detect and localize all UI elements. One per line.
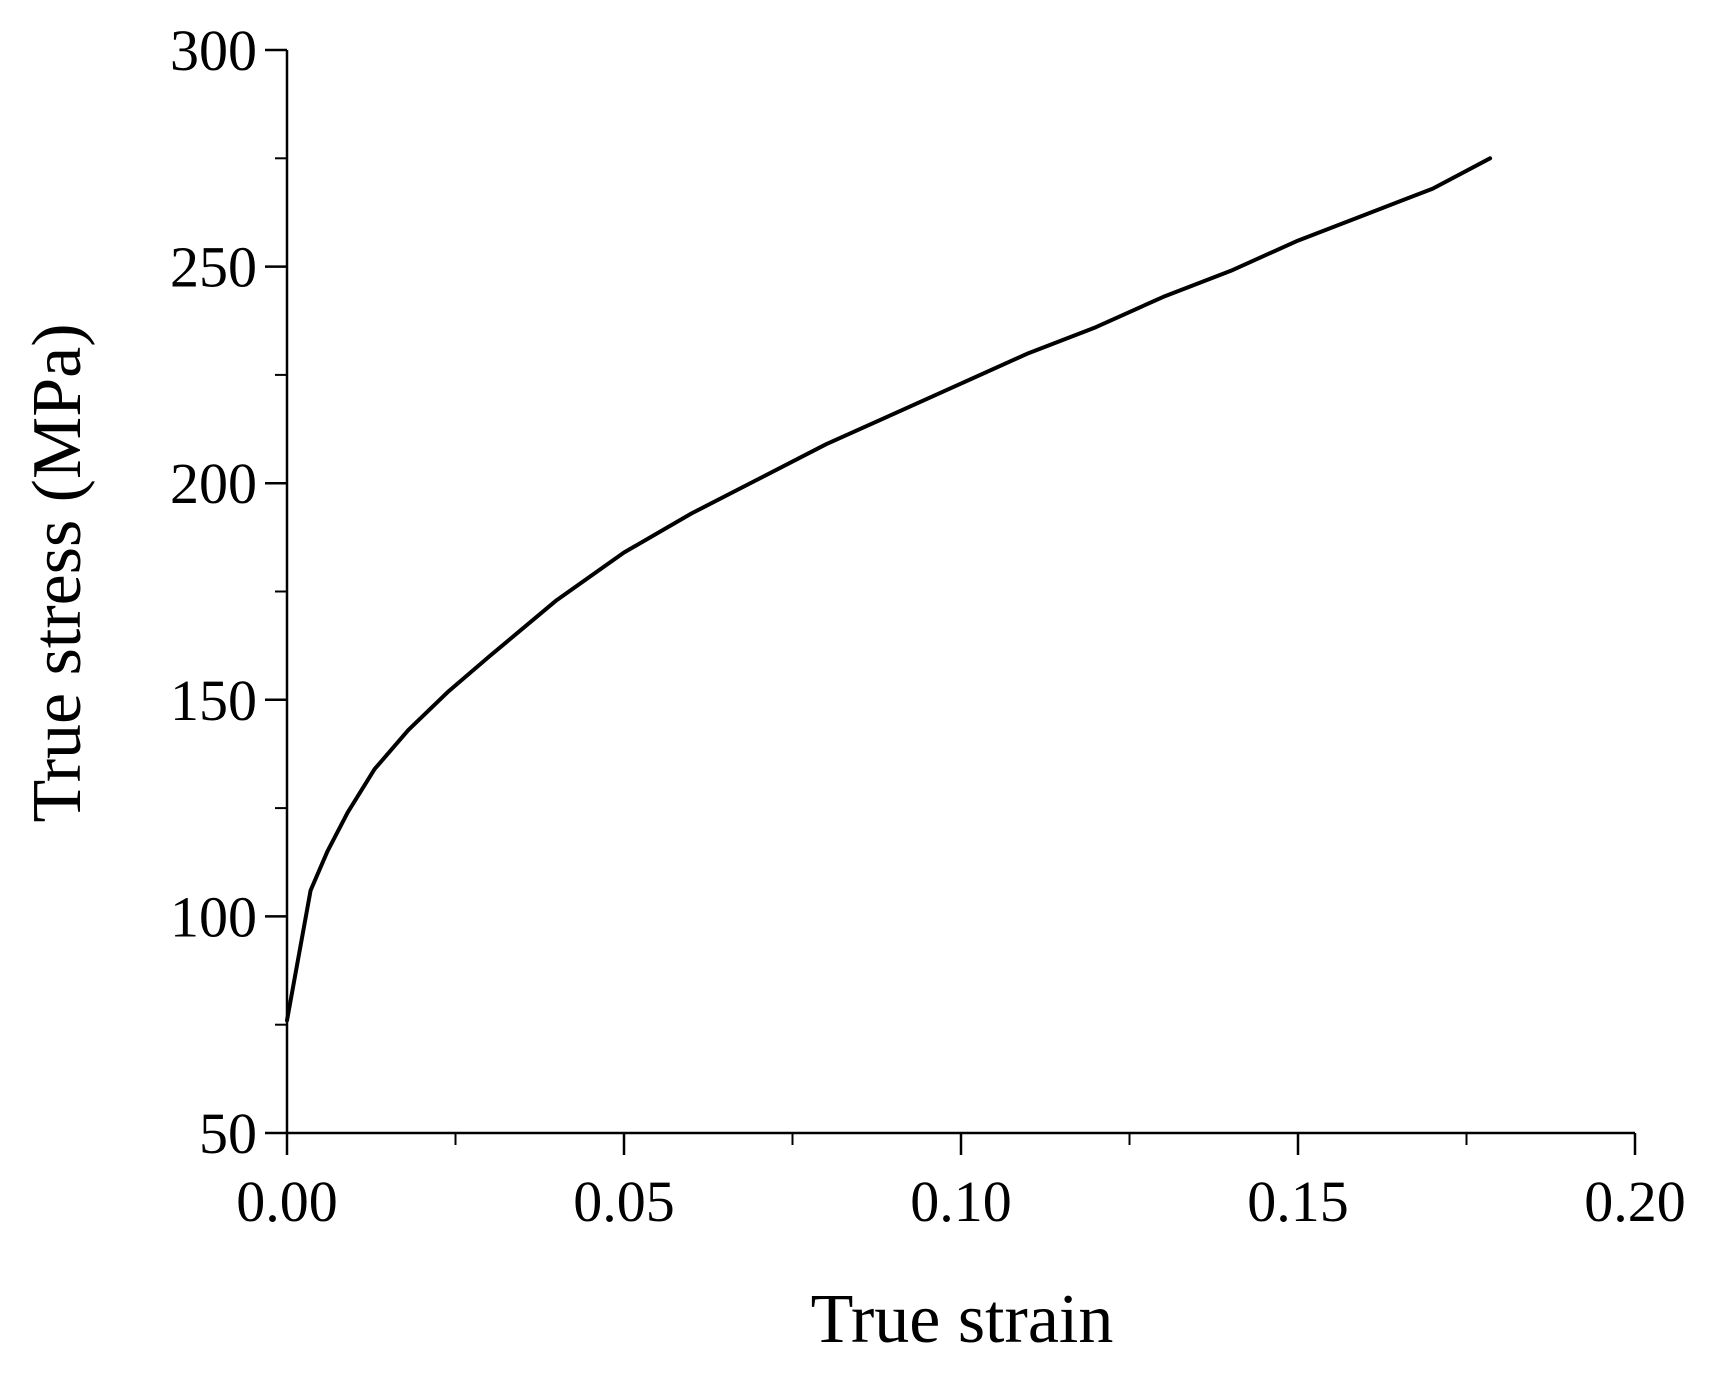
x-axis-title: True strain bbox=[811, 1281, 1114, 1358]
x-tick-label: 0.20 bbox=[1584, 1169, 1686, 1234]
y-tick-label: 300 bbox=[170, 18, 257, 83]
series bbox=[285, 156, 1493, 1023]
ticks: 0.00 0.05 0.10 0.15 0.20 50 100 150 200 250 300 bbox=[170, 18, 1686, 1234]
y-tick-label: 250 bbox=[170, 235, 257, 300]
y-tick-label: 150 bbox=[170, 668, 257, 733]
axes bbox=[285, 50, 1635, 1135]
x-tick-label: 0.10 bbox=[910, 1169, 1012, 1234]
x-tick-label: 0.15 bbox=[1247, 1169, 1349, 1234]
y-tick-label: 200 bbox=[170, 451, 257, 516]
series-line bbox=[285, 156, 1493, 1023]
x-tick-label: 0.00 bbox=[236, 1169, 338, 1234]
y-axis-title: True stress (MPa) bbox=[19, 323, 96, 822]
y-tick-label: 50 bbox=[199, 1101, 257, 1166]
y-tick-label: 100 bbox=[170, 884, 257, 949]
x-tick-label: 0.05 bbox=[573, 1169, 675, 1234]
